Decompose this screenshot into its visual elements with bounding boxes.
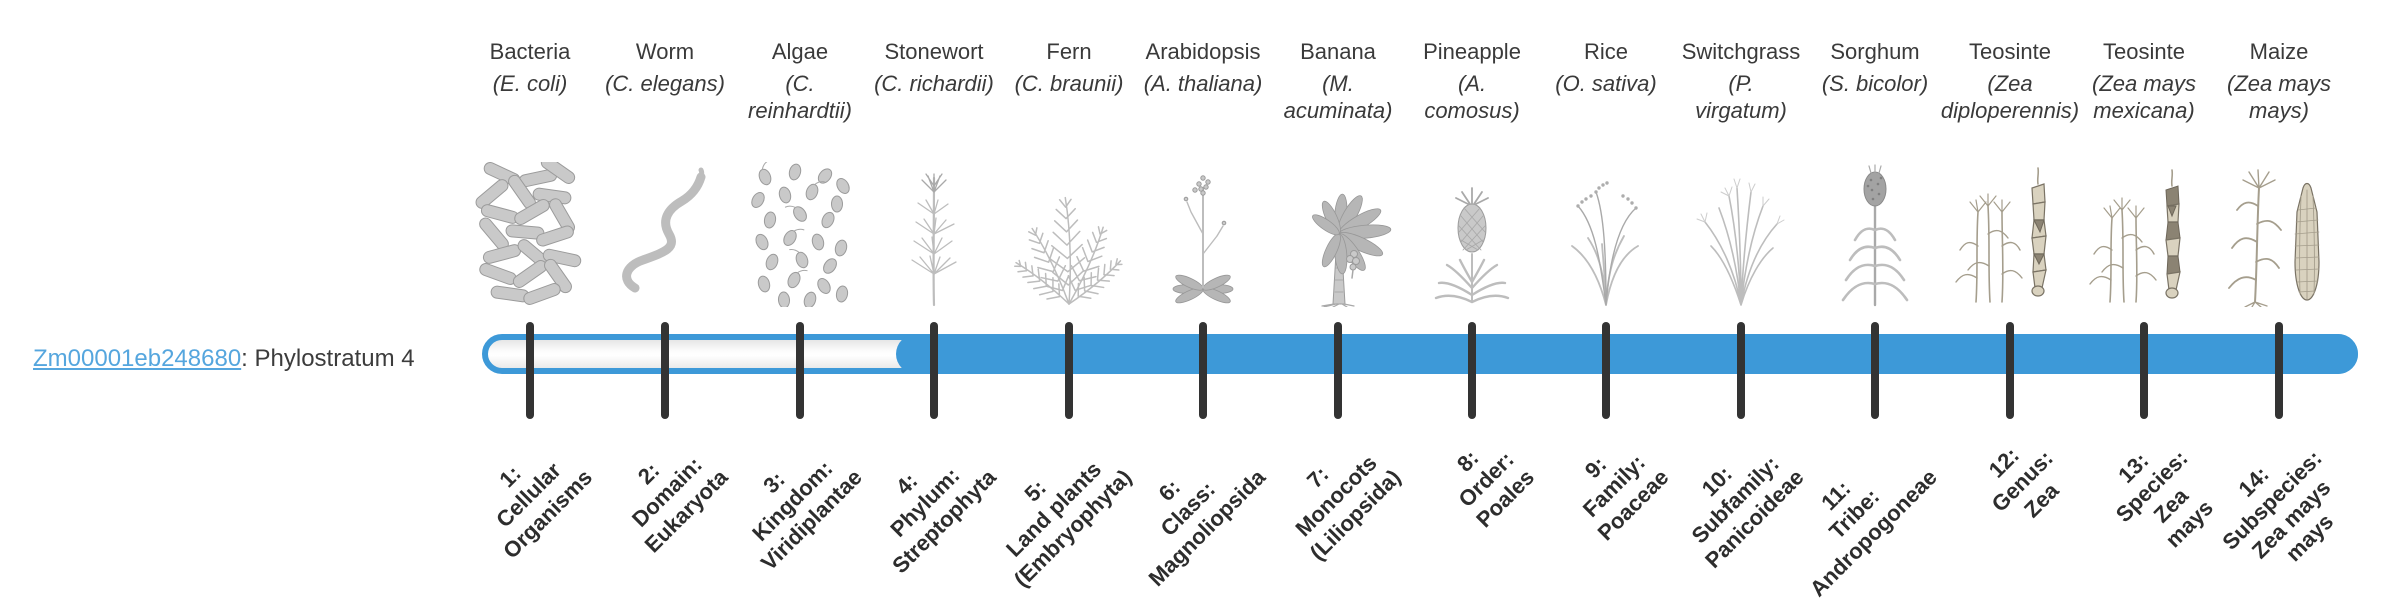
phylostratum-label-text: 5: Land plants (Embryophyta) — [1001, 456, 1136, 592]
switchgrass-icon — [1681, 162, 1801, 307]
organism-species: (P. virgatum) — [1695, 71, 1787, 123]
organism-name: Rice — [1583, 39, 1628, 64]
organism-name: Teosinte — [1969, 39, 2051, 64]
phylostratum-tick — [1199, 322, 1207, 419]
phylostratum-label-text: 9: Family: Poaceae — [1577, 450, 1673, 546]
phylostratum-tick — [1871, 322, 1879, 419]
phylostratum-tick — [2140, 322, 2148, 419]
phylostratum-tick — [2006, 322, 2014, 419]
algae-icon — [740, 160, 860, 309]
phylostratum-tick — [930, 322, 938, 419]
gene-id-link[interactable]: Zm00001eb248680 — [33, 345, 242, 372]
bacteria-icon — [470, 156, 590, 307]
rice-icon — [1546, 162, 1666, 307]
phylostratum-tick — [1737, 322, 1745, 419]
organism-species: (S. bicolor) — [1821, 71, 1929, 96]
phylostratum-label-text: 4: Phylum: Streptophyta — [885, 462, 1001, 578]
organism-name: Arabidopsis — [1145, 39, 1261, 64]
phylostratum-label-text: 6: Class: Magnoliopsida — [1143, 464, 1270, 591]
phylostratum-tick — [2275, 322, 2283, 419]
phylostratum-label-text: 2: Domain: Eukaryota — [626, 452, 732, 558]
phylostratum-tick — [796, 322, 804, 419]
worm-icon — [605, 162, 725, 307]
sorghum-icon — [1815, 162, 1935, 307]
phylostratum-label-text: 12: Genus: Zea — [1983, 442, 2064, 523]
organism-name: Banana — [1300, 39, 1376, 64]
organism-name: Fern — [1046, 39, 1092, 64]
pineapple-icon — [1412, 162, 1532, 307]
organism-species: (E. coli) — [492, 71, 568, 96]
maize-icon — [2219, 162, 2339, 308]
organism-species: (O. sativa) — [1555, 71, 1657, 96]
phylostratum-text: : Phylostratum 4 — [241, 345, 415, 372]
organism-name: Pineapple — [1423, 39, 1521, 64]
phylostratum-label-text: 8: Order: Poales — [1452, 445, 1539, 533]
organism-species: (C. richardii) — [874, 71, 994, 96]
phylostratum-tick — [1602, 322, 1610, 419]
organism-species: (Zea mays mays) — [2227, 71, 2331, 123]
phylostratum-label-text: 14: Subspecies: Zea mays mays — [2218, 445, 2339, 567]
banana-icon — [1278, 162, 1398, 308]
organism-name: Algae — [771, 39, 829, 64]
phylostratum-tick — [1468, 322, 1476, 419]
phylostratum-label-text: 1: Cellular Organisms — [491, 457, 597, 564]
organism-species: (C. reinhardtii) — [748, 71, 852, 123]
phylostratum-label-text: 11: Tribe: Andropogoneae — [1805, 464, 1942, 602]
stonewort-icon — [874, 162, 994, 307]
organism-species: (A. thaliana) — [1143, 71, 1263, 96]
phylostrata-bar-fill — [896, 334, 2358, 374]
organism-species: (C. elegans) — [605, 71, 725, 96]
organism-species: (Zea mays mexicana) — [2092, 71, 2196, 123]
organism-name: Teosinte — [2103, 39, 2185, 64]
organism-species: (Zea diploperennis) — [1940, 71, 2080, 123]
phylostratum-tick — [1065, 322, 1073, 419]
phylostratum-label-text: 13: Species: Zea mays — [2110, 445, 2218, 553]
phylostratum-tick — [661, 322, 669, 419]
organism-name: Sorghum — [1830, 39, 1920, 64]
phylostratum-tick — [526, 322, 534, 419]
organism-name: Maize — [2249, 39, 2309, 64]
organism-name: Worm — [635, 39, 695, 64]
phylostratigraphy-diagram: Zm00001eb248680: Phylostratum 4 Bacteria… — [33, 39, 2358, 601]
organism-name: Bacteria — [489, 39, 571, 64]
phylostratum-label-text: 7: Monocots (Liliopsida) — [1290, 450, 1405, 565]
organism-name: Switchgrass — [1681, 39, 1801, 64]
gene-row: Zm00001eb248680: Phylostratum 4 — [33, 345, 415, 373]
teosinte-diploperennis-icon — [1950, 162, 2070, 307]
organism-species: (A. comosus) — [1424, 71, 1520, 123]
organism-name: Stonewort — [884, 39, 984, 64]
organism-species: (M. acuminata) — [1283, 71, 1393, 123]
teosinte-mexicana-icon — [2084, 162, 2204, 307]
phylostratum-label-text: 3: Kingdom: Viridiplantae — [747, 455, 867, 576]
phylostratum-tick — [1334, 322, 1342, 419]
fern-icon — [1008, 162, 1129, 314]
organism-species: (C. braunii) — [1014, 71, 1124, 96]
arabidopsis-icon — [1143, 162, 1263, 307]
